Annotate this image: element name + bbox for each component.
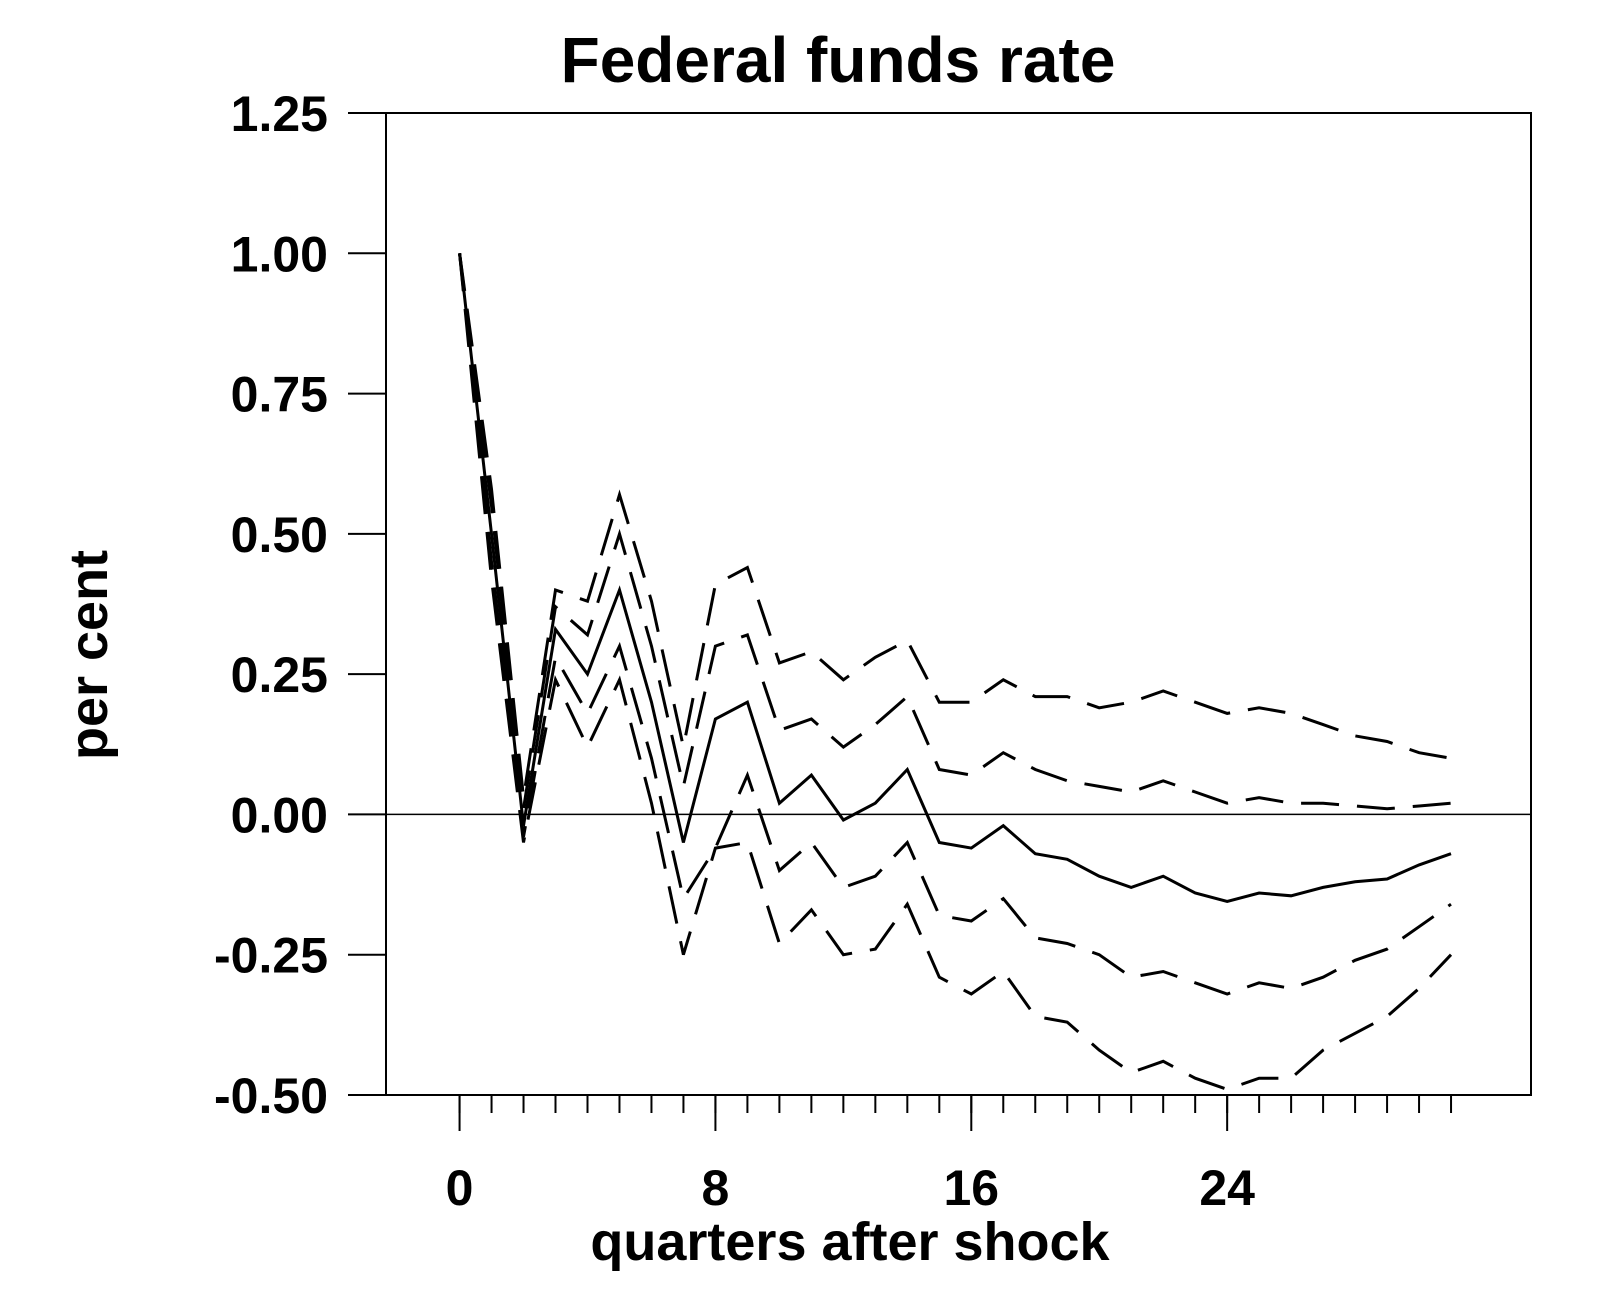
- x-tick-label: 0: [446, 1160, 474, 1216]
- series-line-band-3: [458, 253, 1452, 996]
- x-axis-label: quarters after shock: [590, 1212, 1110, 1272]
- y-tick-label: 0.25: [231, 647, 328, 703]
- y-tick-label: -0.50: [214, 1068, 328, 1124]
- y-tick-label: 1.00: [231, 226, 328, 282]
- y-tick-label: 1.25: [231, 86, 328, 142]
- series-line-band-2: [458, 253, 1452, 798]
- series-line-band-1: [458, 253, 1452, 811]
- plot-frame: [385, 112, 1532, 1096]
- series-line-band-4: [458, 253, 1453, 1091]
- y-tick-label: 0.75: [231, 367, 328, 423]
- y-tick-label: 0.50: [231, 507, 328, 563]
- y-axis-label: per cent: [59, 550, 119, 760]
- y-tick-label: 0.00: [231, 787, 328, 843]
- y-axis-ticks: -0.50 -0.25 0.00 0.25 0.50 0.75 1.00 1.25: [214, 86, 386, 1124]
- chart-title: Federal funds rate: [561, 24, 1116, 96]
- series-group: [458, 253, 1453, 1091]
- x-tick-label: 24: [1199, 1160, 1255, 1216]
- x-tick-label: 8: [702, 1160, 730, 1216]
- series-line-estimate: [458, 253, 1452, 903]
- y-tick-label: -0.25: [214, 928, 328, 984]
- x-tick-label: 16: [943, 1160, 999, 1216]
- x-axis-ticks: 0 8 16 24: [446, 1095, 1453, 1216]
